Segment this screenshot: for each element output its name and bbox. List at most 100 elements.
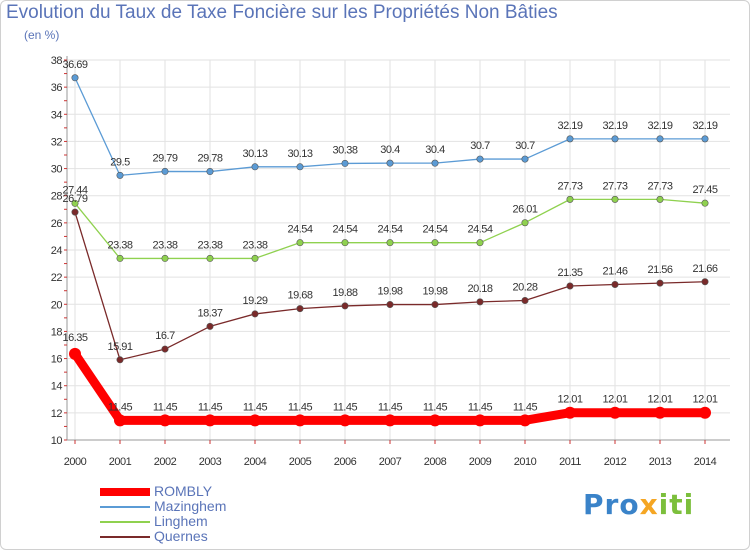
data-label-quernes: 19.29 (242, 295, 267, 307)
x-tick-label: 2010 (514, 456, 537, 468)
data-label-rombly: 11.45 (378, 401, 403, 413)
data-point-quernes (206, 322, 214, 330)
data-point-quernes (521, 296, 529, 304)
data-label-linghem: 23.38 (242, 239, 267, 251)
data-label-quernes: 16.7 (155, 330, 175, 342)
data-label-quernes: 20.18 (467, 283, 492, 295)
data-point-rombly (69, 347, 81, 360)
y-tick-label: 30 (51, 164, 63, 176)
x-tick-label: 2009 (469, 456, 492, 468)
data-point-linghem (71, 199, 79, 207)
data-point-linghem (476, 239, 484, 247)
data-label-quernes: 19.88 (332, 287, 357, 299)
data-label-quernes: 21.46 (602, 265, 627, 277)
data-point-mazinghem (341, 159, 349, 167)
y-tick-label: 28 (51, 191, 63, 203)
y-tick-label: 14 (51, 381, 63, 393)
data-label-mazinghem: 32.19 (647, 120, 672, 132)
data-point-linghem (341, 239, 349, 247)
data-label-rombly: 11.45 (513, 401, 538, 413)
x-tick-label: 2005 (289, 456, 312, 468)
data-label-rombly: 12.01 (692, 394, 717, 406)
data-point-rombly (159, 414, 171, 427)
data-point-quernes (656, 279, 664, 287)
y-tick-label: 32 (51, 136, 63, 148)
data-point-linghem (566, 195, 574, 203)
data-point-linghem (521, 219, 529, 227)
data-point-rombly (294, 414, 306, 427)
x-tick-label: 2003 (199, 456, 222, 468)
data-label-linghem: 27.45 (692, 184, 717, 196)
legend-swatch-linghem (100, 520, 150, 523)
data-point-mazinghem (251, 163, 259, 171)
data-point-linghem (296, 239, 304, 247)
data-label-mazinghem: 30.7 (470, 140, 490, 152)
x-tick-label: 2011 (559, 456, 581, 468)
legend-swatch-rombly (100, 487, 150, 496)
y-tick-label: 22 (51, 272, 63, 284)
data-label-mazinghem: 30.7 (515, 140, 535, 152)
data-point-linghem (386, 239, 394, 247)
data-point-linghem (611, 195, 619, 203)
x-tick-label: 2002 (154, 456, 177, 468)
data-label-linghem: 24.54 (332, 224, 357, 236)
legend-label-rombly: ROMBLY (154, 483, 213, 499)
x-tick-label: 2004 (244, 456, 267, 468)
data-label-quernes: 21.56 (647, 264, 672, 276)
data-point-quernes (431, 301, 439, 309)
y-tick-label: 20 (51, 299, 63, 311)
x-tick-label: 2014 (694, 456, 717, 468)
data-label-mazinghem: 29.78 (197, 153, 222, 165)
legend-swatch-mazinghem (100, 505, 150, 508)
data-point-mazinghem (611, 135, 619, 143)
data-label-rombly: 11.45 (423, 401, 448, 413)
data-label-quernes: 15.91 (107, 341, 132, 353)
line-chart: 10 12 14 16 18 20 22 24 26 28 30 32 34 36 38 2000 2001 20… (51, 55, 730, 468)
data-point-mazinghem (701, 135, 709, 143)
data-point-quernes (296, 305, 304, 313)
chart-title: Evolution du Taux de Taxe Foncière sur l… (6, 2, 558, 23)
x-tick-label: 2000 (64, 456, 87, 468)
data-label-mazinghem: 36.69 (62, 59, 87, 71)
legend-item-mazinghem: Mazinghem (100, 499, 226, 514)
data-point-quernes (251, 310, 259, 318)
data-label-rombly: 11.45 (243, 401, 268, 413)
data-label-mazinghem: 30.4 (425, 144, 445, 156)
legend-swatch-quernes (100, 535, 150, 538)
data-label-linghem: 26.01 (512, 204, 537, 216)
data-point-quernes (386, 301, 394, 309)
data-label-rombly: 12.01 (647, 394, 672, 406)
x-tick-label: 2007 (379, 456, 402, 468)
data-point-rombly (474, 414, 486, 427)
data-point-rombly (384, 414, 396, 427)
data-point-rombly (429, 414, 441, 427)
data-label-mazinghem: 32.19 (692, 120, 717, 132)
data-label-linghem: 27.73 (602, 180, 627, 192)
y-tick-label: 38 (51, 55, 63, 67)
y-tick-label: 18 (51, 326, 63, 338)
data-label-mazinghem: 32.19 (602, 120, 627, 132)
data-point-linghem (251, 254, 259, 262)
legend-label-mazinghem: Mazinghem (154, 498, 227, 514)
data-label-quernes: 21.35 (557, 267, 582, 279)
data-point-linghem (161, 254, 169, 262)
x-tick-label: 2008 (424, 456, 447, 468)
data-point-rombly (249, 414, 261, 427)
data-point-quernes (476, 298, 484, 306)
data-point-rombly (564, 406, 576, 419)
data-label-mazinghem: 30.13 (287, 148, 312, 160)
data-label-linghem: 23.38 (107, 239, 132, 251)
data-point-quernes (611, 280, 619, 288)
data-label-quernes: 26.79 (62, 193, 87, 205)
data-label-mazinghem: 29.79 (152, 152, 177, 164)
data-point-mazinghem (656, 135, 664, 143)
x-tick-label: 2012 (604, 456, 627, 468)
data-label-rombly: 11.45 (108, 401, 133, 413)
chart-subtitle: (en %) (24, 28, 60, 42)
chart-legend: ROMBLY Mazinghem Linghem Quernes (100, 484, 226, 544)
data-point-quernes (566, 282, 574, 290)
data-label-linghem: 24.54 (467, 224, 492, 236)
y-tick-label: 16 (51, 354, 63, 366)
data-point-rombly (339, 414, 351, 427)
data-label-linghem: 24.54 (422, 224, 447, 236)
